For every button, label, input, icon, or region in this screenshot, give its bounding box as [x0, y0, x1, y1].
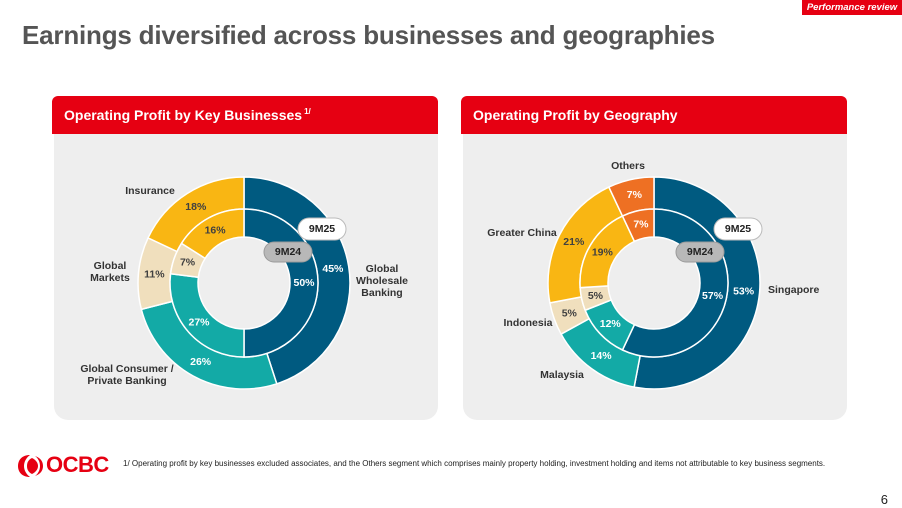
- ocbc-logo-text: OCBC: [46, 452, 109, 477]
- geography-outer-label-indonesia: 5%: [562, 307, 578, 319]
- geography-inner-slice-others: [621, 208, 655, 243]
- businesses-category-label-3: Insurance: [125, 185, 175, 197]
- ocbc-logo-icon: [18, 455, 43, 477]
- geography-category-label-1: Malaysia: [540, 369, 584, 381]
- geography-outer-series-label: 9M25: [725, 223, 751, 235]
- businesses-inner-label-global-consumer-private-banking: 27%: [188, 316, 210, 328]
- businesses-inner-label-global-wholesale-banking: 50%: [293, 277, 315, 289]
- businesses-inner-label-global-markets: 7%: [180, 256, 196, 268]
- businesses-category-label-0: Global Wholesale Banking: [356, 263, 408, 299]
- businesses-outer-label-insurance: 18%: [185, 201, 207, 213]
- businesses-inner-label-insurance: 16%: [205, 224, 227, 236]
- geography-inner-label-malaysia: 12%: [600, 318, 622, 330]
- businesses-category-label-1: Global Consumer / Private Banking: [80, 363, 173, 387]
- geography-outer-series-pill: [713, 217, 763, 241]
- section-tag: Performance review: [802, 0, 902, 15]
- geography-inner-label-singapore: 57%: [702, 290, 724, 302]
- geography-category-label-2: Indonesia: [503, 317, 552, 329]
- businesses-outer-label-global-consumer-private-banking: 26%: [190, 356, 212, 368]
- panel-geography-title: Operating Profit by Geography: [473, 107, 678, 123]
- geography-inner-label-others: 7%: [633, 218, 649, 230]
- geography-inner-label-greater-china: 19%: [592, 246, 614, 258]
- businesses-inner-slice-insurance: [180, 208, 245, 260]
- geography-outer-label-malaysia: 14%: [591, 350, 613, 362]
- businesses-outer-label-global-markets: 11%: [144, 268, 165, 280]
- geography-outer-label-others: 7%: [627, 189, 643, 201]
- businesses-category-label-2: Global Markets: [90, 260, 130, 284]
- footnote: 1/ Operating profit by key businesses ex…: [123, 459, 826, 468]
- businesses-inner-series-label: 9M24: [275, 246, 301, 258]
- geography-category-label-4: Others: [611, 160, 645, 172]
- businesses-outer-label-global-wholesale-banking: 45%: [322, 263, 344, 275]
- geography-outer-label-singapore: 53%: [733, 285, 755, 297]
- businesses-outer-series-label: 9M25: [309, 223, 335, 235]
- panel-geography-header: Operating Profit by Geography: [461, 96, 847, 134]
- geography-outer-label-greater-china: 21%: [563, 236, 585, 248]
- geography-inner-series-label: 9M24: [687, 246, 713, 258]
- ocbc-logo: OCBC: [16, 452, 116, 481]
- businesses-inner-series-pill: [263, 241, 313, 263]
- panel-businesses-footnote-ref: 1/: [304, 107, 311, 116]
- geography-category-label-0: Singapore: [768, 284, 820, 296]
- page-number: 6: [880, 492, 888, 507]
- geography-inner-series-pill: [675, 241, 725, 263]
- businesses-outer-series-pill: [297, 217, 347, 241]
- panel-businesses-title: Operating Profit by Key Businesses: [64, 107, 303, 123]
- panel-businesses-header: Operating Profit by Key Businesses 1/: [52, 96, 438, 134]
- geography-category-label-3: Greater China: [487, 227, 557, 239]
- page-title: Earnings diversified across businesses a…: [22, 20, 715, 50]
- geography-inner-label-indonesia: 5%: [588, 290, 604, 302]
